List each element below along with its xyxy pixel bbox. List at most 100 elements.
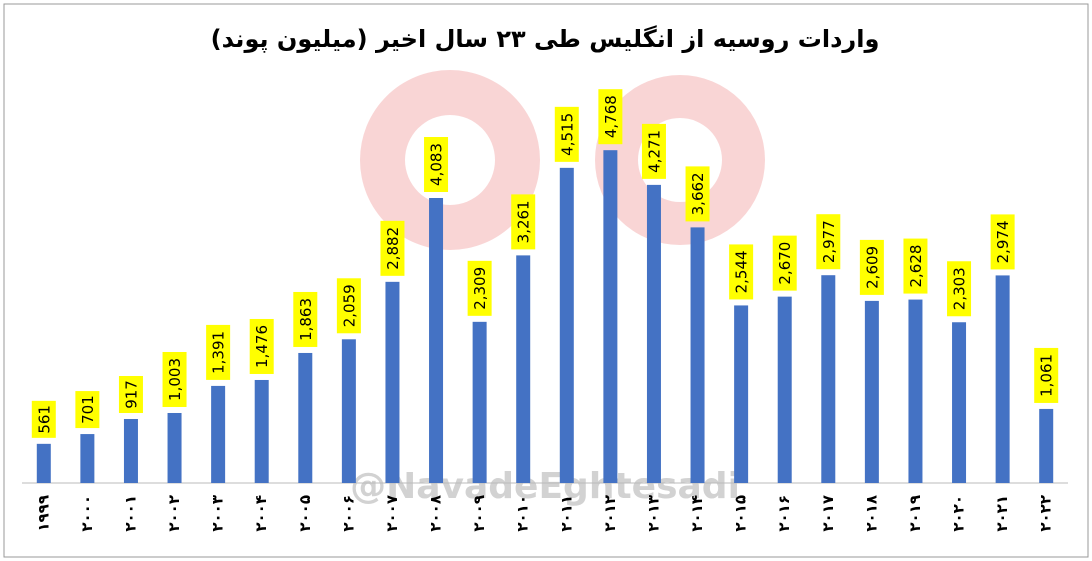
x-tick-label: ۲۰۰۰ — [78, 495, 96, 532]
x-tick-label: ۲۰۰۵ — [296, 495, 314, 532]
x-tick-label: ۲۰۱۴ — [688, 495, 706, 532]
bar — [603, 150, 618, 483]
chart-title: واردات روسیه از انگلیس طی ۲۳ سال اخیر (م… — [211, 25, 880, 53]
x-tick-label: ۲۰۰۹ — [470, 495, 488, 532]
bar — [385, 281, 400, 483]
data-label-box — [380, 220, 405, 276]
bar — [80, 434, 95, 483]
bar — [298, 352, 313, 483]
data-label-box — [903, 238, 928, 294]
x-tick-label: ۲۰۰۷ — [383, 495, 401, 532]
bar — [472, 321, 487, 483]
bar — [734, 305, 749, 483]
data-label-box — [641, 123, 666, 179]
logo-shape — [360, 70, 540, 250]
bar — [821, 275, 836, 483]
data-label: 2,977 — [820, 220, 838, 263]
data-label-box — [729, 244, 754, 300]
data-label-box — [598, 89, 623, 145]
x-tick-label: ۲۰۱۱ — [557, 495, 575, 532]
data-label-box — [424, 137, 449, 193]
data-label-box — [947, 261, 972, 317]
data-label-box — [31, 400, 56, 438]
x-tick-label: ۲۰۱۰ — [514, 495, 532, 532]
bar — [211, 385, 226, 483]
data-label: 3,662 — [689, 172, 707, 215]
x-tick-label: ۲۰۰۱ — [121, 495, 139, 532]
data-label: 4,515 — [558, 113, 576, 156]
data-label-box — [249, 318, 274, 374]
data-label: 4,768 — [602, 95, 620, 138]
data-label: 4,271 — [645, 130, 663, 173]
bar — [429, 198, 444, 484]
x-tick-label: ۲۰۲۰ — [950, 495, 968, 532]
data-label-box — [685, 166, 710, 222]
x-tick-label: ۲۰۱۷ — [819, 495, 837, 532]
data-label-box — [859, 239, 884, 295]
bar — [690, 227, 705, 483]
data-label: 1,003 — [166, 358, 184, 401]
bar — [864, 300, 879, 483]
data-label-box — [162, 351, 187, 407]
data-label-box — [75, 391, 100, 429]
x-tick-label: ۲۰۱۹ — [906, 495, 924, 532]
bar — [167, 412, 182, 483]
x-tick-label: ۲۰۰۸ — [427, 495, 445, 532]
data-label-box — [816, 214, 841, 270]
data-label-box — [554, 106, 579, 162]
bar — [646, 184, 661, 483]
x-tick-label: ۲۰۲۱ — [993, 495, 1011, 532]
data-label: 2,303 — [951, 267, 969, 310]
watermark: @NavadeEghtesadi — [350, 466, 740, 507]
bar — [952, 322, 967, 483]
data-label-box — [511, 194, 536, 250]
data-label-box — [1034, 347, 1059, 403]
data-label-box — [206, 324, 231, 380]
x-tick-label: ۲۰۲۲ — [1037, 495, 1055, 532]
x-tick-label: ۲۰۰۶ — [339, 495, 357, 532]
bar — [995, 275, 1010, 483]
data-label-box — [118, 375, 143, 413]
data-label-box — [293, 291, 318, 347]
data-label: 3,261 — [515, 200, 533, 243]
data-label: 561 — [35, 405, 53, 434]
data-label: 4,083 — [428, 143, 446, 186]
bar — [908, 299, 923, 483]
x-tick-label: ۲۰۱۸ — [862, 495, 880, 532]
x-tick-label: ۲۰۰۲ — [165, 495, 183, 532]
x-tick-label: ۱۹۹۹ — [34, 495, 52, 532]
data-label: 1,391 — [210, 331, 228, 374]
data-label: 701 — [79, 395, 97, 424]
x-tick-label: ۲۰۱۶ — [775, 495, 793, 532]
bar — [1039, 408, 1054, 483]
data-label-box — [467, 260, 492, 316]
data-label: 2,309 — [471, 267, 489, 310]
logo-shape — [595, 75, 765, 245]
x-tick-label: ۲۰۰۴ — [252, 495, 270, 532]
x-tick-label: ۲۰۰۳ — [209, 495, 227, 532]
data-label: 2,670 — [776, 242, 794, 285]
data-label: 1,476 — [253, 325, 271, 368]
data-label: 2,544 — [733, 250, 751, 293]
bar — [36, 443, 51, 483]
bar — [254, 379, 269, 483]
bar — [516, 255, 531, 483]
x-tick-label: ۲۰۱۵ — [732, 495, 750, 532]
data-label: 917 — [122, 380, 140, 409]
data-label: 2,609 — [863, 246, 881, 289]
data-label-box — [772, 235, 797, 291]
data-label: 1,061 — [1038, 354, 1056, 397]
data-label: 2,974 — [994, 220, 1012, 263]
bar — [777, 296, 792, 483]
data-label: 2,059 — [340, 284, 358, 327]
data-label: 1,863 — [297, 298, 315, 341]
bar — [559, 167, 574, 483]
data-label: 2,882 — [384, 227, 402, 270]
logo-shape — [405, 115, 495, 205]
x-tick-label: ۲۰۱۲ — [601, 495, 619, 532]
bar — [341, 339, 356, 483]
x-tick-label: ۲۰۱۳ — [644, 495, 662, 532]
data-label-box — [336, 278, 361, 334]
data-label: 2,628 — [907, 245, 925, 288]
